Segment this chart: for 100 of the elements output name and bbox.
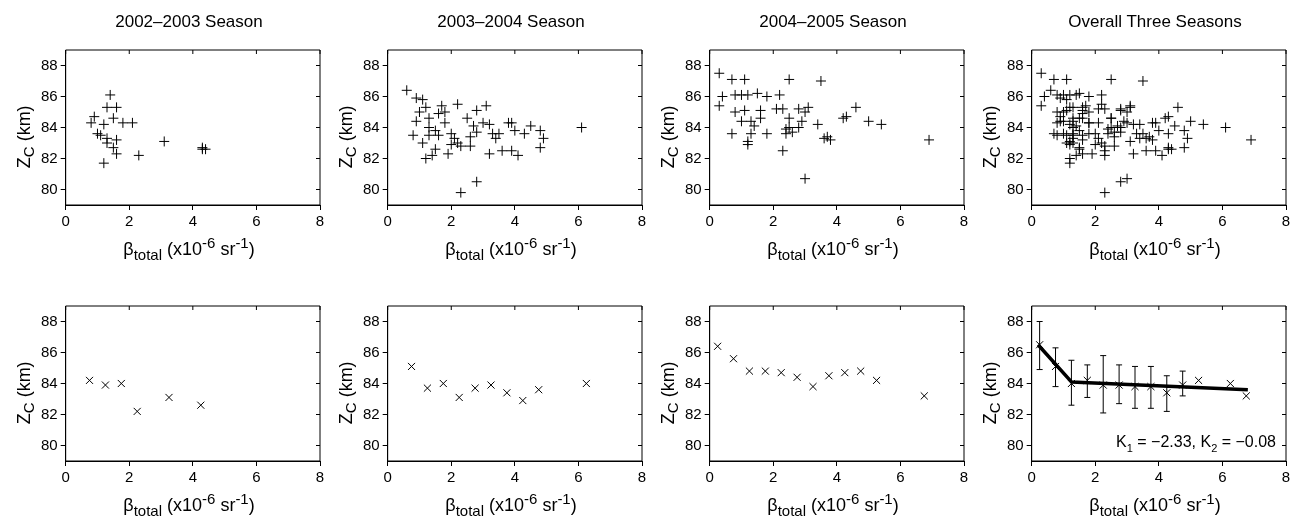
x-tick-label: 2 xyxy=(769,468,778,486)
y-tick-label: 80 xyxy=(41,435,58,453)
point xyxy=(423,384,432,393)
point xyxy=(774,89,786,101)
x-tick-label: 6 xyxy=(896,468,905,486)
point xyxy=(439,379,448,388)
y-tick-label: 82 xyxy=(363,148,380,166)
x-tick-label: 0 xyxy=(383,468,392,486)
point xyxy=(777,103,789,115)
y-tick-label: 88 xyxy=(1007,55,1024,73)
point xyxy=(91,128,103,140)
point xyxy=(1051,362,1060,371)
point xyxy=(713,67,725,79)
point xyxy=(85,117,97,129)
point xyxy=(1130,382,1140,391)
point xyxy=(726,128,738,140)
point xyxy=(471,384,480,393)
x-tick-label: 4 xyxy=(510,212,520,230)
point xyxy=(452,98,464,110)
point xyxy=(729,106,741,118)
x-tick-label: 6 xyxy=(252,212,261,230)
x-tick-label: 8 xyxy=(315,468,325,486)
point xyxy=(104,89,116,101)
point xyxy=(429,143,441,155)
point xyxy=(85,376,94,385)
point xyxy=(920,391,929,400)
x-tick-label: 0 xyxy=(1027,468,1036,486)
point xyxy=(413,106,425,118)
point xyxy=(799,173,811,185)
y-tick-label: 80 xyxy=(363,435,380,453)
point xyxy=(793,373,802,382)
point xyxy=(477,117,489,129)
point xyxy=(518,396,527,405)
point xyxy=(464,131,476,143)
x-tick-label: 6 xyxy=(574,468,583,486)
point xyxy=(802,101,814,113)
x-axis-title: β$_{total}$ (x10$^{-6}$ sr$^{-1}$) xyxy=(1088,234,1222,263)
y-tick-label: 84 xyxy=(1007,117,1024,135)
point xyxy=(483,148,495,160)
point xyxy=(101,381,110,390)
point xyxy=(200,143,212,155)
y-tick-label: 84 xyxy=(363,117,380,135)
y-tick-label: 80 xyxy=(41,179,58,197)
point xyxy=(745,367,754,376)
point xyxy=(506,117,518,129)
point xyxy=(464,140,476,152)
point xyxy=(525,120,537,132)
point xyxy=(439,117,451,129)
point xyxy=(502,388,511,397)
point xyxy=(1162,388,1171,397)
point xyxy=(117,379,126,388)
point xyxy=(426,149,438,161)
x-tick-label: 2 xyxy=(769,212,778,230)
point xyxy=(445,128,457,140)
x-axis-title: β$_{total}$ (x10$^{-6}$ sr$^{-1}$) xyxy=(444,490,578,519)
x-tick-label: 6 xyxy=(252,468,261,486)
point xyxy=(493,128,505,140)
point xyxy=(433,108,445,120)
point xyxy=(783,73,795,85)
chart-title: 2004–2005 Season xyxy=(758,12,908,32)
x-tick-label: 8 xyxy=(959,468,969,486)
y-tick-label: 86 xyxy=(363,342,380,360)
point xyxy=(1035,340,1044,349)
y-tick-label: 88 xyxy=(363,55,380,73)
y-tick-label: 88 xyxy=(1007,311,1024,329)
point xyxy=(812,118,824,130)
x-axis-title: β$_{total}$ (x10$^{-6}$ sr$^{-1}$) xyxy=(122,490,256,519)
point xyxy=(196,401,205,410)
point xyxy=(742,139,754,151)
point xyxy=(480,100,492,112)
point xyxy=(518,128,530,140)
y-tick-label: 86 xyxy=(1007,86,1024,104)
point xyxy=(761,91,773,102)
point xyxy=(534,385,543,394)
x-tick-label: 4 xyxy=(510,468,520,486)
x-axis-title: β$_{total}$ (x10$^{-6}$ sr$^{-1}$) xyxy=(444,234,578,263)
point xyxy=(815,75,827,87)
y-tick-label: 86 xyxy=(1007,342,1024,360)
point xyxy=(783,112,795,124)
x-tick-label: 4 xyxy=(188,212,198,230)
x-tick-label: 8 xyxy=(315,212,325,230)
point xyxy=(126,117,138,129)
x-tick-label: 2 xyxy=(447,468,456,486)
point xyxy=(101,101,113,113)
y-tick-label: 86 xyxy=(363,86,380,104)
point xyxy=(471,176,483,188)
point xyxy=(1178,381,1187,390)
point xyxy=(780,128,792,140)
point xyxy=(461,112,473,124)
x-tick-label: 8 xyxy=(637,212,647,230)
point xyxy=(401,84,413,96)
x-tick-label: 8 xyxy=(959,212,969,230)
point xyxy=(417,94,429,106)
point xyxy=(777,368,786,377)
x-tick-label: 6 xyxy=(1218,212,1227,230)
x-tick-label: 6 xyxy=(1218,468,1227,486)
x-tick-label: 2 xyxy=(125,212,134,230)
point xyxy=(410,92,422,104)
point xyxy=(808,382,818,391)
point xyxy=(133,149,145,161)
